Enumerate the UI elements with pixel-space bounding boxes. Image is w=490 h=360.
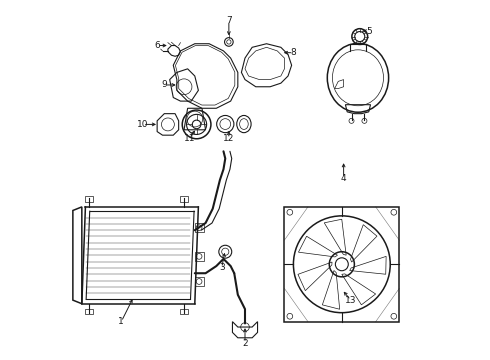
Bar <box>285 207 399 321</box>
Bar <box>195 223 204 232</box>
Text: 1: 1 <box>119 317 124 326</box>
Bar <box>195 277 204 286</box>
Text: 6: 6 <box>154 41 160 50</box>
Text: 2: 2 <box>242 339 248 348</box>
Text: 10: 10 <box>137 120 148 129</box>
Text: 3: 3 <box>219 264 224 273</box>
Bar <box>180 309 188 315</box>
Bar <box>85 309 93 315</box>
Text: 5: 5 <box>366 27 371 36</box>
Text: 11: 11 <box>184 134 195 143</box>
Bar <box>180 196 188 202</box>
Text: 4: 4 <box>341 174 346 183</box>
Text: 12: 12 <box>223 134 235 143</box>
Text: 13: 13 <box>345 296 357 305</box>
Text: 9: 9 <box>161 81 167 90</box>
Bar <box>85 196 93 202</box>
Text: 7: 7 <box>226 16 232 25</box>
Text: 8: 8 <box>291 48 296 57</box>
Bar <box>195 252 204 261</box>
